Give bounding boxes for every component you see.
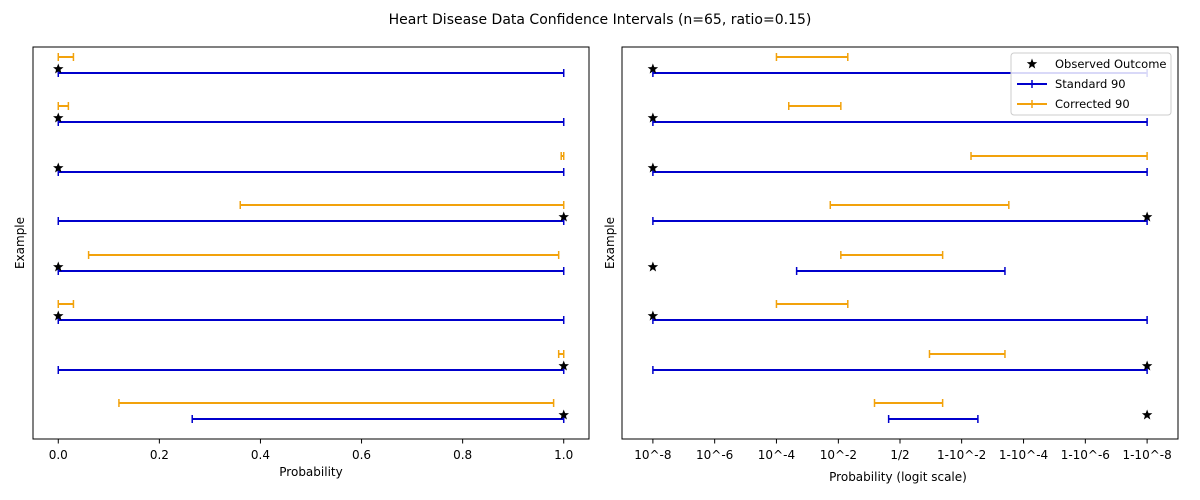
legend-box bbox=[1010, 52, 1172, 116]
left-xticks: 0.0 0.2 0.4 0.6 0.8 1.0 bbox=[49, 439, 573, 462]
left-observed-point bbox=[558, 211, 569, 222]
right-xtick-label: 1-10^-2 bbox=[937, 448, 986, 462]
right-plot: Example Probability (logit scale) 10^-8 1… bbox=[603, 46, 1179, 484]
right-observed-point bbox=[1141, 211, 1153, 222]
left-observed-point bbox=[53, 310, 64, 321]
right-observed-point bbox=[647, 162, 659, 173]
right-observed-point bbox=[1141, 409, 1153, 420]
left-observed-point bbox=[53, 63, 64, 74]
right-observed-point bbox=[647, 261, 659, 272]
legend-corrected-label: Corrected 90 bbox=[1055, 97, 1130, 111]
left-observed-point bbox=[558, 360, 569, 371]
right-axes-frame bbox=[621, 46, 1179, 440]
right-xtick-label: 10^-6 bbox=[696, 448, 733, 462]
left-xtick-label: 0.6 bbox=[352, 448, 371, 462]
left-xtick-label: 0.2 bbox=[150, 448, 169, 462]
right-observed-point bbox=[647, 112, 659, 123]
right-observed-point bbox=[647, 310, 659, 321]
figure-title: Heart Disease Data Confidence Intervals … bbox=[389, 12, 812, 28]
legend: Observed Outcome Standard 90 Corrected 9… bbox=[1010, 52, 1172, 116]
legend-observed: Observed Outcome bbox=[1026, 57, 1166, 71]
left-observed-point bbox=[53, 112, 64, 123]
left-xlabel: Probability bbox=[279, 465, 342, 479]
left-marks bbox=[53, 53, 569, 423]
legend-standard: Standard 90 bbox=[1017, 77, 1126, 91]
legend-corrected: Corrected 90 bbox=[1017, 97, 1130, 111]
legend-observed-star bbox=[1026, 58, 1038, 69]
right-xtick-label: 1-10^-6 bbox=[1061, 448, 1110, 462]
right-xtick-label: 10^-8 bbox=[634, 448, 671, 462]
right-xtick-label: 1/2 bbox=[890, 448, 909, 462]
right-xtick-label: 10^-2 bbox=[820, 448, 857, 462]
left-plot: Example Probability 0.0 0.2 0.4 0.6 0.8 1.0 bbox=[13, 46, 590, 479]
left-ylabel: Example bbox=[13, 217, 27, 269]
legend-observed-label: Observed Outcome bbox=[1055, 57, 1166, 71]
left-observed-point bbox=[53, 162, 64, 173]
left-xtick-label: 1.0 bbox=[554, 448, 573, 462]
left-observed-point bbox=[53, 261, 64, 272]
legend-standard-label: Standard 90 bbox=[1055, 77, 1126, 91]
right-xtick-label: 1-10^-8 bbox=[1122, 448, 1171, 462]
left-xtick-label: 0.0 bbox=[49, 448, 68, 462]
right-observed-point bbox=[647, 63, 659, 74]
left-observed-point bbox=[558, 409, 569, 420]
right-xtick-label: 10^-4 bbox=[758, 448, 795, 462]
right-xlabel: Probability (logit scale) bbox=[829, 470, 967, 484]
right-observed-point bbox=[1141, 360, 1153, 371]
left-axes-frame bbox=[32, 46, 590, 440]
right-xtick-label: 1-10^-4 bbox=[999, 448, 1048, 462]
left-xtick-label: 0.4 bbox=[251, 448, 270, 462]
left-xtick-label: 0.8 bbox=[453, 448, 472, 462]
right-ylabel: Example bbox=[603, 217, 617, 269]
right-xticks: 10^-8 10^-6 10^-4 10^-2 1/2 1-10^-2 1-10^-4 1-1… bbox=[634, 439, 1172, 462]
